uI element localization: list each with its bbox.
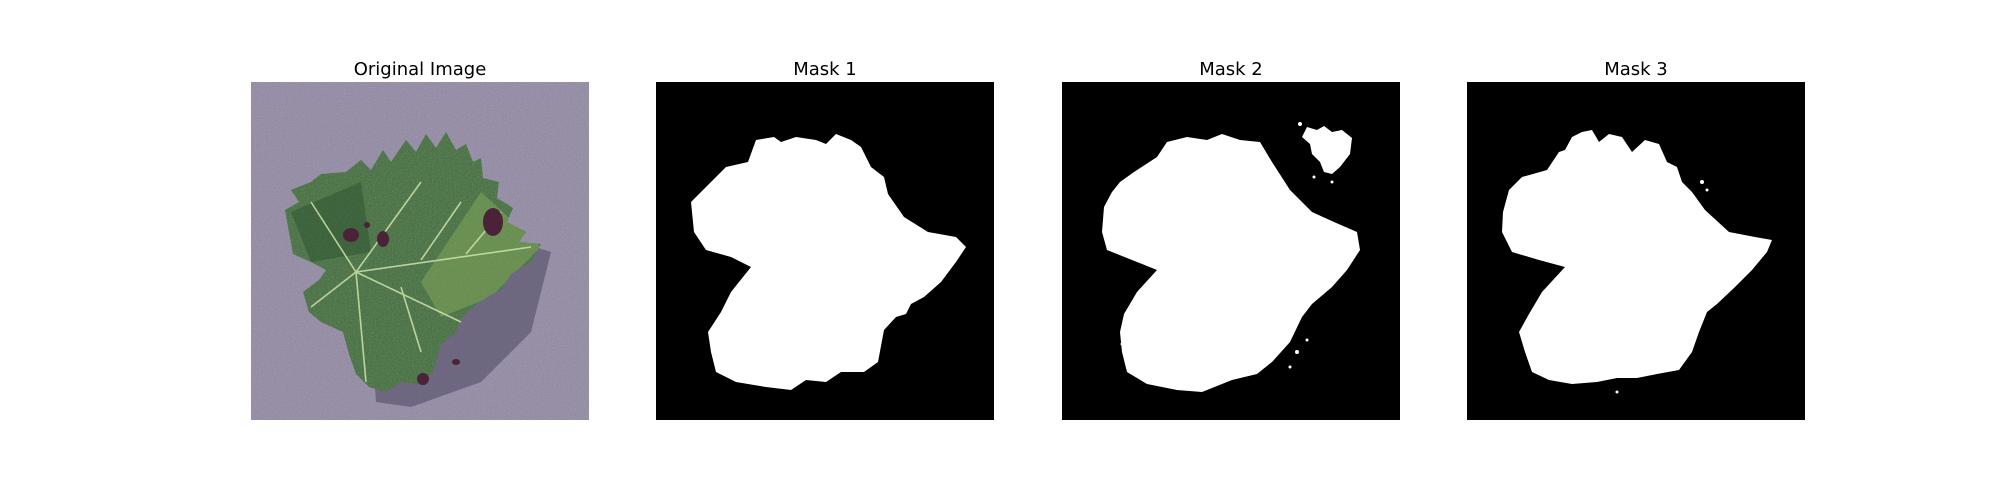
original-leaf-image	[251, 82, 589, 420]
mask-3-region	[1502, 130, 1772, 384]
mask-1-image	[656, 82, 994, 420]
figure-panel-original: Original Image	[251, 58, 589, 420]
mask-2-image	[1062, 82, 1400, 420]
figure-panel-mask-2: Mask 2	[1062, 58, 1400, 420]
mask-1-region	[691, 134, 966, 390]
mask-2-main-region	[1102, 134, 1360, 392]
mask-2-speckles	[1120, 122, 1334, 369]
figure-panel-mask-3: Mask 3	[1467, 58, 1805, 420]
mask-2-blob-region	[1302, 126, 1352, 174]
panel-title-mask-2: Mask 2	[1199, 59, 1263, 80]
panel-title-mask-3: Mask 3	[1604, 59, 1668, 80]
panel-title-original: Original Image	[353, 59, 487, 80]
panel-title-mask-1: Mask 1	[793, 59, 857, 80]
leaf-veins	[310, 181, 532, 383]
figure-panel-mask-1: Mask 1	[656, 58, 994, 420]
mask-3-speckles	[1563, 180, 1709, 394]
leaf-lesions	[343, 208, 503, 385]
mask-3-image	[1467, 82, 1805, 420]
